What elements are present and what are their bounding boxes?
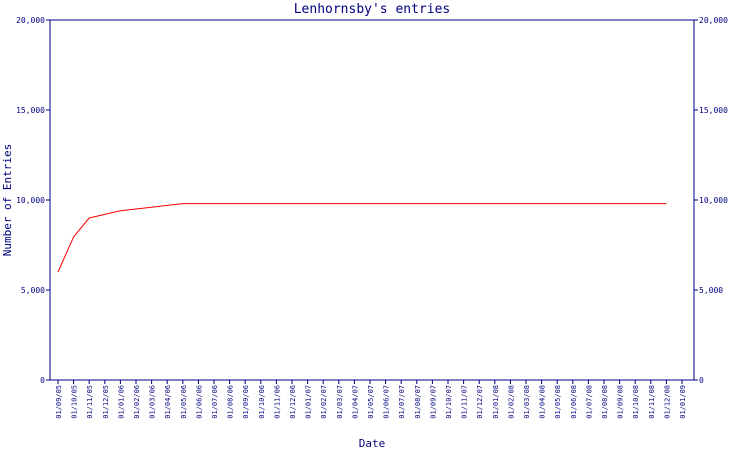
- plot-area: [49, 19, 695, 381]
- x-tick-label: 01/09/06: [242, 385, 250, 419]
- y-tick-label-left: 20,000: [16, 16, 45, 25]
- x-tick-label: 01/12/05: [102, 385, 110, 419]
- x-tick-label: 01/06/07: [383, 385, 391, 419]
- x-tick-label: 01/11/05: [86, 385, 94, 419]
- x-tick-label: 01/03/06: [149, 385, 157, 419]
- x-tick-label: 01/05/08: [554, 385, 562, 419]
- x-tick-label: 01/02/07: [320, 385, 328, 419]
- x-tick-label: 01/01/08: [492, 385, 500, 419]
- x-tick-label: 01/01/07: [305, 385, 313, 419]
- x-tick-label: 01/10/08: [632, 385, 640, 419]
- y-tick-label-left: 0: [40, 376, 45, 385]
- x-tick-label: 01/03/08: [523, 385, 531, 419]
- x-tick-label: 01/11/07: [461, 385, 469, 419]
- entries-series-line: [57, 203, 667, 273]
- x-tick-label: 01/10/06: [258, 385, 266, 419]
- x-tick-label: 01/11/06: [273, 385, 281, 419]
- x-tick-label: 01/12/08: [663, 385, 671, 419]
- x-tick-label: 01/06/06: [195, 385, 203, 419]
- x-tick-label: 01/02/08: [507, 385, 515, 419]
- x-tick-label: 01/09/07: [429, 385, 437, 419]
- x-tick-label: 01/05/07: [367, 385, 375, 419]
- x-tick-label: 01/04/06: [164, 385, 172, 419]
- x-tick-label: 01/01/06: [117, 385, 125, 419]
- x-tick-label: 01/08/06: [227, 385, 235, 419]
- x-tick-label: 01/06/08: [570, 385, 578, 419]
- x-tick-label: 01/05/06: [180, 385, 188, 419]
- y-tick-label-right: 15,000: [699, 106, 728, 115]
- x-tick-label: 01/09/05: [55, 385, 63, 419]
- y-tick-label-left: 15,000: [16, 106, 45, 115]
- x-tick-label: 01/10/05: [71, 385, 79, 419]
- x-tick-label: 01/08/08: [601, 385, 609, 419]
- x-axis-ticks: 01/09/05 01/10/05 01/11/05 01/12/05 01/01/06…: [55, 380, 687, 419]
- y-tick-label-left: 10,000: [16, 196, 45, 205]
- y-tick-label-right: 5,000: [699, 286, 723, 295]
- y-axis-ticks-right: 0 5,000 10,000 15,000 20,000: [694, 16, 728, 385]
- x-tick-label: 01/11/08: [648, 385, 656, 419]
- x-tick-label: 01/10/07: [445, 385, 453, 419]
- series-layer: [57, 203, 667, 273]
- x-tick-label: 01/07/06: [211, 385, 219, 419]
- x-tick-label: 01/08/07: [414, 385, 422, 419]
- x-tick-label: 01/12/06: [289, 385, 297, 419]
- x-tick-label: 01/07/08: [585, 385, 593, 419]
- y-tick-label-left: 5,000: [21, 286, 45, 295]
- y-tick-label-right: 20,000: [699, 16, 728, 25]
- y-axis-ticks-left: 0 5,000 10,000 15,000 20,000: [16, 16, 50, 385]
- y-tick-label-right: 0: [699, 376, 704, 385]
- x-tick-label: 01/12/07: [476, 385, 484, 419]
- y-tick-label-right: 10,000: [699, 196, 728, 205]
- x-tick-label: 01/07/07: [398, 385, 406, 419]
- x-tick-label: 01/02/06: [133, 385, 141, 419]
- y-axis-label: Number of Entries: [1, 144, 14, 257]
- chart-title: Lenhornsby's entries: [294, 2, 451, 17]
- x-tick-label: 01/03/07: [336, 385, 344, 419]
- x-axis-label: Date: [359, 437, 386, 450]
- x-tick-label: 01/04/07: [351, 385, 359, 419]
- x-tick-label: 01/04/08: [539, 385, 547, 419]
- x-tick-label: 01/01/09: [679, 385, 687, 419]
- x-tick-label: 01/09/08: [617, 385, 625, 419]
